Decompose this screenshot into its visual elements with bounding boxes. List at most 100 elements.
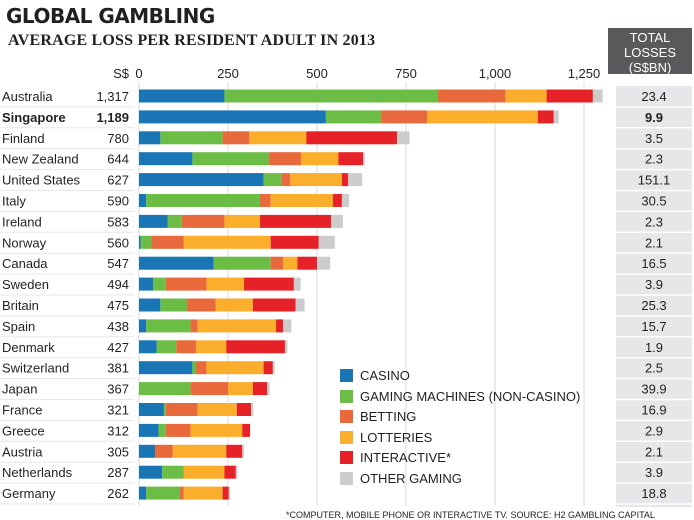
country-label: Finland <box>2 131 45 146</box>
avg-loss-label: 644 <box>107 152 129 167</box>
bar-segment-betting <box>268 152 301 166</box>
x-tick-label: 500 <box>306 66 328 81</box>
bar-segment-gaming <box>192 152 269 166</box>
total-loss-value: 9.9 <box>645 110 663 125</box>
total-loss-value: 2.1 <box>645 444 663 459</box>
avg-loss-label: 305 <box>107 444 129 459</box>
bar-segment-interactive <box>222 486 229 500</box>
legend-swatch <box>340 410 353 423</box>
bar-segment-lotteries <box>172 444 227 458</box>
bar-segment-other <box>318 235 335 249</box>
country-label: Singapore <box>2 110 66 125</box>
legend-swatch <box>340 451 353 464</box>
legend-swatch <box>340 471 353 485</box>
avg-loss-label: 590 <box>107 193 129 208</box>
bar-segment-casino <box>139 152 193 166</box>
bar-segment-casino <box>139 214 168 228</box>
country-label: Australia <box>2 89 53 104</box>
bar-segment-casino <box>139 340 157 354</box>
bar-segment-betting <box>190 319 198 333</box>
avg-loss-label: 475 <box>107 298 129 313</box>
bar-segment-other <box>283 319 292 333</box>
country-label: Italy <box>2 193 26 208</box>
legend-label: LOTTERIES <box>360 429 433 445</box>
country-label: Denmark <box>2 340 55 355</box>
bar-segment-gaming <box>146 319 191 333</box>
bar-segment-betting <box>179 486 184 500</box>
avg-loss-label: 287 <box>107 465 129 480</box>
total-loss-value: 151.1 <box>638 173 671 188</box>
bar-segment-lotteries <box>197 319 277 333</box>
x-tick-label: 750 <box>395 66 417 81</box>
total-loss-value: 2.5 <box>645 361 663 376</box>
bar-segment-betting <box>270 256 284 270</box>
bar-segment-gaming <box>156 340 177 354</box>
bar-segment-gaming <box>167 214 182 228</box>
bar-segment-lotteries <box>183 235 271 249</box>
bar-segment-betting <box>187 298 216 312</box>
total-loss-value: 30.5 <box>641 193 666 208</box>
bar-segment-lotteries <box>283 256 298 270</box>
bar-segment-other <box>284 340 288 354</box>
chart-subtitle: AVERAGE LOSS PER RESIDENT ADULT IN 2013 <box>8 32 376 49</box>
bar-segment-interactive <box>242 423 251 437</box>
avg-loss-label: 438 <box>107 319 129 334</box>
country-label: Ireland <box>2 214 42 229</box>
currency-label: S$ <box>113 66 130 81</box>
bar-segment-other <box>331 214 343 228</box>
bar-segment-gaming <box>263 173 282 187</box>
bar-segment-betting <box>176 340 196 354</box>
bar-segment-interactive <box>260 214 332 228</box>
bar-segment-casino <box>139 277 154 291</box>
bar-segment-lotteries <box>190 423 243 437</box>
bar-segment-interactive <box>236 403 252 416</box>
total-loss-value: 23.4 <box>641 89 666 104</box>
avg-loss-label: 1,189 <box>96 110 129 125</box>
avg-loss-label: 312 <box>107 423 129 438</box>
avg-loss-label: 780 <box>107 131 129 146</box>
bar-segment-gaming <box>153 277 166 291</box>
avg-loss-label: 262 <box>107 486 129 501</box>
total-loss-value: 18.8 <box>641 486 666 501</box>
country-label: France <box>2 402 42 417</box>
bar-segment-interactive <box>263 361 273 375</box>
bar-segment-casino <box>139 465 163 479</box>
country-label: Switzerland <box>2 361 69 376</box>
legend-swatch <box>340 430 353 444</box>
bar-segment-lotteries <box>206 361 264 375</box>
bar-segment-lotteries <box>228 382 253 396</box>
bar-segment-gaming <box>146 194 261 207</box>
bar-segment-casino <box>139 423 159 437</box>
avg-loss-label: 381 <box>107 361 129 376</box>
bar-segment-casino <box>139 486 147 500</box>
bar-segment-interactive <box>226 340 285 354</box>
legend-label: CASINO <box>360 368 410 383</box>
total-loss-value: 16.9 <box>641 402 666 417</box>
country-label: Netherlands <box>2 465 73 480</box>
total-losses-column <box>616 86 692 507</box>
country-label: Japan <box>2 382 37 397</box>
bar-segment-interactive <box>276 319 284 333</box>
bar-segment-lotteries <box>427 110 538 124</box>
bar-segment-betting <box>190 382 228 396</box>
avg-loss-label: 427 <box>107 340 129 355</box>
bar-segment-betting <box>155 444 173 458</box>
bar-segment-interactive <box>252 382 268 396</box>
legend-label: INTERACTIVE* <box>360 450 452 465</box>
bar-segment-interactive <box>546 89 593 103</box>
legend-label: BETTING <box>360 409 417 424</box>
country-label: Germany <box>2 486 56 501</box>
total-loss-value: 1.9 <box>645 340 663 355</box>
avg-loss-label: 583 <box>107 214 129 229</box>
x-tick-label: 250 <box>217 66 239 81</box>
bar-segment-interactive <box>297 256 317 270</box>
bar-segment-casino <box>139 361 193 375</box>
legend-label: GAMING MACHINES (NON-CASINO) <box>360 388 581 404</box>
x-tick-label: 1,000 <box>479 66 512 81</box>
bar-segment-other <box>341 194 350 207</box>
total-losses-header: TOTAL LOSSES (S$BN) <box>608 28 692 75</box>
total-losses-header-line-1: TOTAL <box>629 30 671 45</box>
country-label: Austria <box>2 444 43 459</box>
bar-segment-other <box>363 152 365 166</box>
